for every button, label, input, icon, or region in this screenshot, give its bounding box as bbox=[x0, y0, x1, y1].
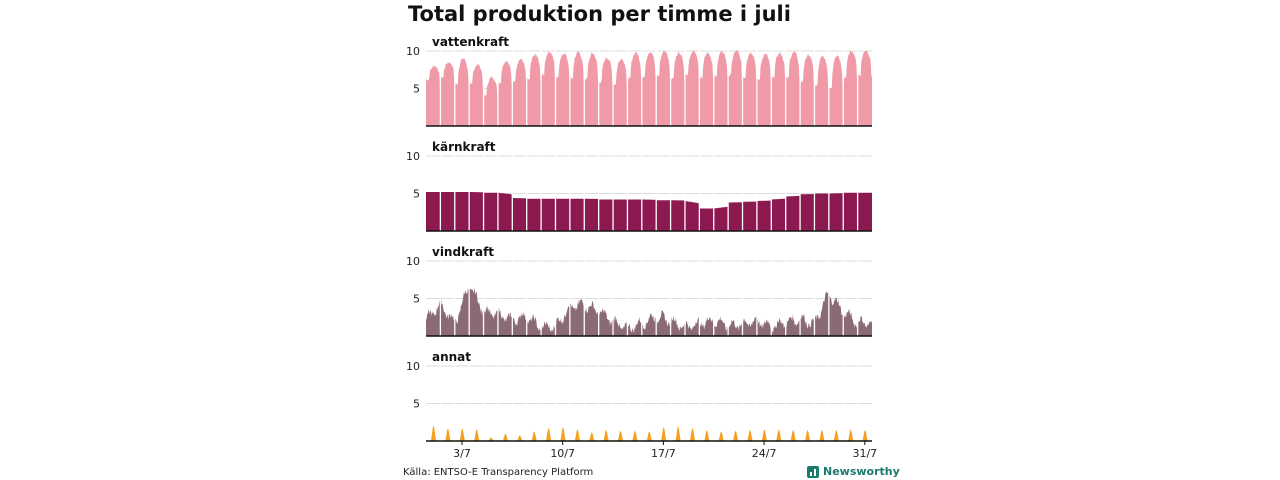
x-tick-label: 24/7 bbox=[752, 447, 777, 460]
brand-name: Newsworthy bbox=[823, 465, 900, 478]
chart-title: Total produktion per timme i juli bbox=[408, 2, 791, 26]
x-tick-label: 10/7 bbox=[550, 447, 575, 460]
y-tick-label: 5 bbox=[413, 398, 420, 411]
series-area-vattenkraft bbox=[426, 49, 872, 127]
y-tick-label: 5 bbox=[413, 188, 420, 201]
series-area-vindkraft bbox=[426, 287, 872, 336]
y-tick-label: 10 bbox=[406, 360, 420, 373]
panel-label-1: kärnkraft bbox=[432, 140, 496, 154]
y-tick-label: 10 bbox=[406, 150, 420, 163]
y-tick-label: 5 bbox=[413, 83, 420, 96]
y-tick-label: 10 bbox=[406, 255, 420, 268]
panel-label-2: vindkraft bbox=[432, 245, 494, 259]
x-tick-label: 31/7 bbox=[852, 447, 877, 460]
bar-chart-logo-icon bbox=[807, 465, 819, 478]
x-tick-label: 17/7 bbox=[651, 447, 676, 460]
series-area-annat bbox=[426, 426, 872, 441]
x-tick-label: 3/7 bbox=[453, 447, 471, 460]
series-area-kärnkraft bbox=[426, 192, 872, 231]
small-multiples-chart: 5 10 vattenkraft 5 10 kärnkraft 5 10 vindkraft 5 1… bbox=[406, 35, 877, 460]
panel-label-0: vattenkraft bbox=[432, 35, 509, 49]
y-tick-label: 5 bbox=[413, 293, 420, 306]
source-note: Källa: ENTSO-E Transparency Platform bbox=[403, 467, 594, 478]
panel-label-3: annat bbox=[432, 350, 471, 364]
brand-logo[interactable]: Newsworthy bbox=[807, 465, 900, 478]
y-tick-label: 10 bbox=[406, 45, 420, 58]
